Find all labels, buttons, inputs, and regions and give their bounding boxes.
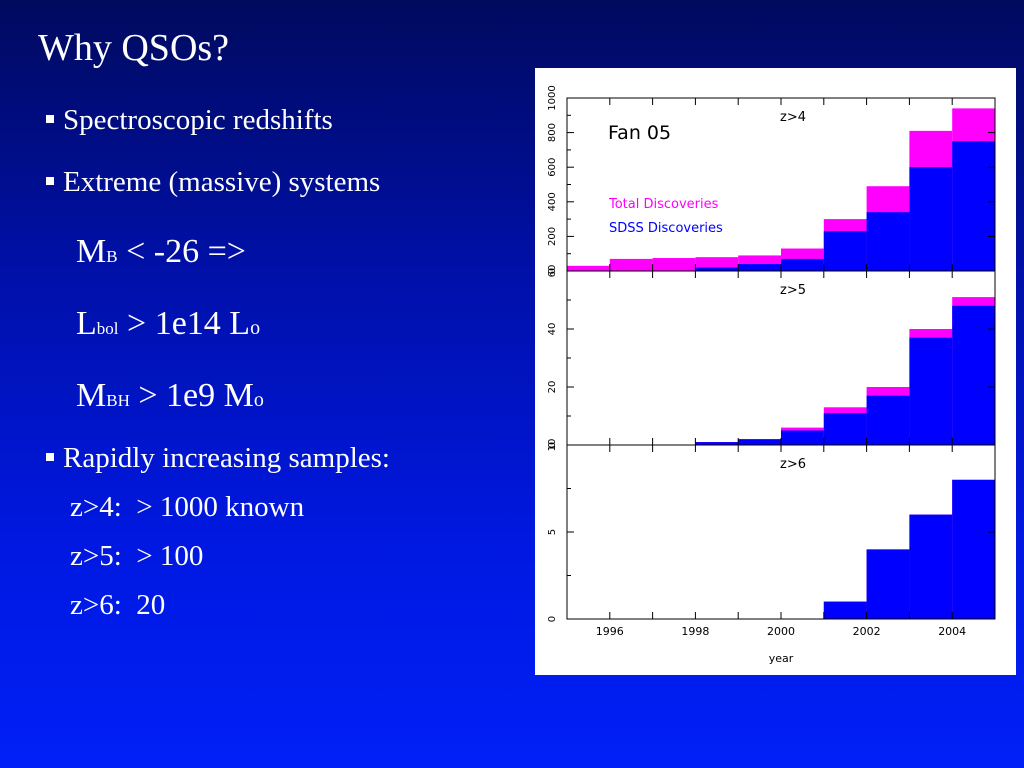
sample-z4: z>4: > 1000 known (70, 491, 305, 523)
histogram-figure: 0 200 400 600 800 1000 z>4 0 20 40 60 z>5 0 5 10 z>6 199… (535, 68, 1016, 675)
sdss-discoveries-bar-z>5 (866, 395, 910, 445)
bullet-square-icon (46, 453, 54, 462)
total-discoveries-bar-z>4 (609, 258, 653, 271)
y-tick-label: 600 (547, 158, 558, 177)
x-tick-label: 2002 (853, 625, 881, 638)
x-tick-label: 1998 (681, 625, 709, 638)
formula-symbol: M (76, 233, 107, 270)
solar-subscript: o (253, 389, 264, 411)
panel-label: z>4 (780, 110, 806, 125)
bullet-text: Extreme (massive) systems (63, 166, 381, 198)
bullet-text: Rapidly increasing samples: (63, 442, 390, 474)
y-tick-label: 0 (547, 616, 558, 622)
y-tick-label: 0 (547, 442, 558, 448)
y-tick-label: 200 (547, 227, 558, 246)
formula-condition: > 1e14 L (118, 305, 251, 342)
slide-title: Why QSOs? (38, 27, 230, 69)
y-tick-label: 800 (547, 123, 558, 142)
x-tick-label: 2000 (767, 625, 795, 638)
total-discoveries-bar-z>4 (567, 265, 610, 271)
bullet-text: Spectroscopic redshifts (63, 104, 333, 136)
sdss-discoveries-bar-z>5 (695, 442, 739, 445)
sdss-discoveries-bar-z>5 (781, 430, 824, 445)
panel-label: z>6 (780, 457, 806, 472)
x-axis-label: year (769, 652, 794, 665)
formula-luminosity: Lbol > 1e14 Lo (76, 305, 260, 343)
sdss-discoveries-bar-z>5 (909, 337, 953, 445)
sdss-discoveries-bar-z>5 (738, 439, 781, 445)
fan05-annotation: Fan 05 (608, 122, 671, 144)
y-tick-label: 400 (547, 192, 558, 211)
sample-z6: z>6: 20 (70, 589, 166, 621)
sample-z5: z>5: > 100 (70, 540, 204, 572)
bullet-extreme-systems: Extreme (massive) systems (46, 166, 380, 199)
sdss-discoveries-bar-z>4 (909, 167, 953, 271)
sdss-discoveries-bar-z>5 (823, 413, 867, 445)
formula-condition: > 1e9 M (129, 377, 254, 414)
formula-condition: < -26 => (117, 233, 246, 270)
sdss-discoveries-bar-z>5 (952, 305, 995, 445)
y-tick-label: 40 (547, 323, 558, 336)
discovery-histogram-chart: 0 200 400 600 800 1000 z>4 0 20 40 60 z>5 0 5 10 z>6 199… (547, 85, 996, 665)
legend-sdss-discoveries: SDSS Discoveries (609, 221, 723, 236)
formula-subscript: bol (96, 319, 119, 338)
x-tick-label: 2004 (938, 625, 966, 638)
formula-symbol: M (76, 377, 107, 414)
sdss-discoveries-bar-z>4 (823, 231, 867, 271)
y-tick-label: 0 (547, 268, 558, 274)
formula-symbol: L (76, 305, 97, 342)
y-tick-label: 20 (547, 381, 558, 394)
sdss-discoveries-bar-z>4 (952, 141, 995, 271)
sdss-discoveries-bar-z>6 (909, 514, 953, 619)
sdss-discoveries-bar-z>4 (866, 212, 910, 271)
sdss-discoveries-bar-z>4 (695, 267, 739, 271)
y-tick-label: 60 (547, 265, 558, 278)
y-tick-label: 1000 (547, 85, 558, 110)
solar-subscript: o (250, 317, 261, 339)
bullet-square-icon (46, 115, 54, 124)
formula-subscript: BH (106, 391, 130, 410)
sdss-discoveries-bar-z>4 (781, 258, 824, 271)
sdss-discoveries-bar-z>6 (823, 601, 867, 619)
x-tick-label: 1996 (596, 625, 624, 638)
y-tick-label: 10 (547, 439, 558, 452)
bullet-square-icon (46, 177, 54, 186)
formula-black-hole-mass: MBH > 1e9 Mo (76, 377, 264, 415)
sdss-discoveries-bar-z>4 (738, 264, 781, 271)
total-discoveries-bar-z>4 (652, 258, 696, 271)
bullet-spectroscopic-redshifts: Spectroscopic redshifts (46, 104, 333, 137)
legend-total-discoveries: Total Discoveries (608, 197, 719, 212)
formula-magnitude: MB < -26 => (76, 233, 246, 271)
sdss-discoveries-bar-z>6 (866, 549, 910, 619)
bullet-rapid-samples: Rapidly increasing samples: (46, 442, 390, 475)
sdss-discoveries-bar-z>6 (952, 479, 995, 619)
y-tick-label: 5 (547, 529, 558, 535)
formula-subscript: B (106, 247, 118, 266)
panel-label: z>5 (780, 283, 806, 298)
